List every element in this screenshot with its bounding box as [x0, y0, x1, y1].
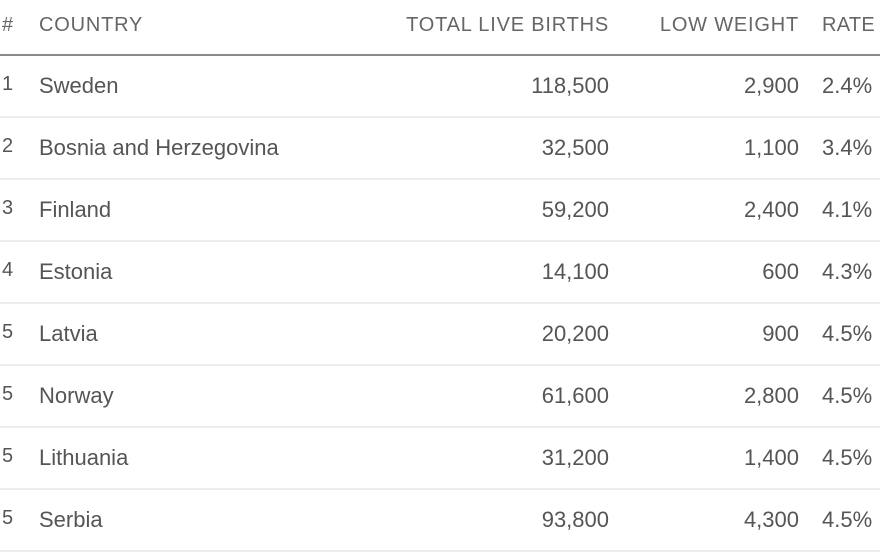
cell-country: Latvia — [39, 321, 98, 346]
cell-country: Lithuania — [39, 445, 129, 470]
cell-rank: 3 — [2, 197, 14, 219]
cell-country: Finland — [39, 197, 112, 222]
table-body: 1 Sweden 118,500 2,900 2.4% 2 Bosnia and Herze… — [0, 56, 880, 552]
table-row: 3 Finland 59,200 2,400 4.1% — [0, 180, 880, 242]
cell-country: Serbia — [39, 507, 103, 532]
table-header: # COUNTRY TOTAL LIVE BIRTHS LOW WEIGHT R… — [0, 0, 880, 56]
cell-low: 1,100 — [743, 135, 799, 160]
cell-births: 118,500 — [531, 73, 609, 98]
cell-low: 600 — [762, 259, 799, 284]
cell-country: Bosnia and Herzegovina — [39, 135, 279, 160]
cell-rate: 4.5% — [822, 383, 873, 408]
cell-low: 2,900 — [743, 73, 799, 98]
cell-births: 59,200 — [541, 197, 609, 222]
cell-births: 32,500 — [541, 135, 609, 160]
cell-births: 14,100 — [541, 259, 609, 284]
header-low-weight[interactable]: LOW WEIGHT — [659, 14, 799, 36]
cell-country: Norway — [39, 383, 114, 408]
cell-rate: 4.5% — [822, 507, 873, 532]
cell-births: 31,200 — [541, 445, 609, 470]
cell-rate: 4.5% — [822, 321, 873, 346]
cell-rate: 4.5% — [822, 445, 873, 470]
cell-rate: 4.1% — [822, 197, 873, 222]
header-rate[interactable]: RATE — [822, 14, 876, 36]
cell-rank: 5 — [2, 383, 14, 405]
cell-country: Estonia — [39, 259, 113, 284]
table-row: 5 Latvia 20,200 900 4.5% — [0, 304, 880, 366]
cell-rate: 3.4% — [822, 135, 873, 160]
table-row: 5 Norway 61,600 2,800 4.5% — [0, 366, 880, 428]
cell-births: 20,200 — [541, 321, 609, 346]
cell-low: 900 — [762, 321, 799, 346]
cell-births: 93,800 — [541, 507, 609, 532]
cell-low: 1,400 — [743, 445, 799, 470]
cell-rank: 5 — [2, 321, 14, 343]
header-rank[interactable]: # — [2, 14, 14, 36]
cell-rank: 1 — [2, 73, 14, 95]
cell-low: 4,300 — [743, 507, 799, 532]
cell-country: Sweden — [39, 73, 119, 98]
cell-rank: 4 — [2, 259, 14, 281]
cell-rank: 2 — [2, 135, 14, 157]
table-row: 4 Estonia 14,100 600 4.3% — [0, 242, 880, 304]
header-country[interactable]: COUNTRY — [39, 14, 144, 36]
header-total-live-births[interactable]: TOTAL LIVE BIRTHS — [406, 14, 609, 36]
cell-rank: 5 — [2, 445, 14, 467]
table-row: 2 Bosnia and Herzegovina 32,500 1,100 3.4% — [0, 118, 880, 180]
cell-births: 61,600 — [541, 383, 609, 408]
cell-rank: 5 — [2, 507, 14, 529]
table-row: 1 Sweden 118,500 2,900 2.4% — [0, 56, 880, 118]
cell-low: 2,800 — [743, 383, 799, 408]
table-row: 5 Serbia 93,800 4,300 4.5% — [0, 490, 880, 552]
cell-rate: 2.4% — [822, 73, 873, 98]
cell-low: 2,400 — [743, 197, 799, 222]
table-row: 5 Lithuania 31,200 1,400 4.5% — [0, 428, 880, 490]
cell-rate: 4.3% — [822, 259, 873, 284]
